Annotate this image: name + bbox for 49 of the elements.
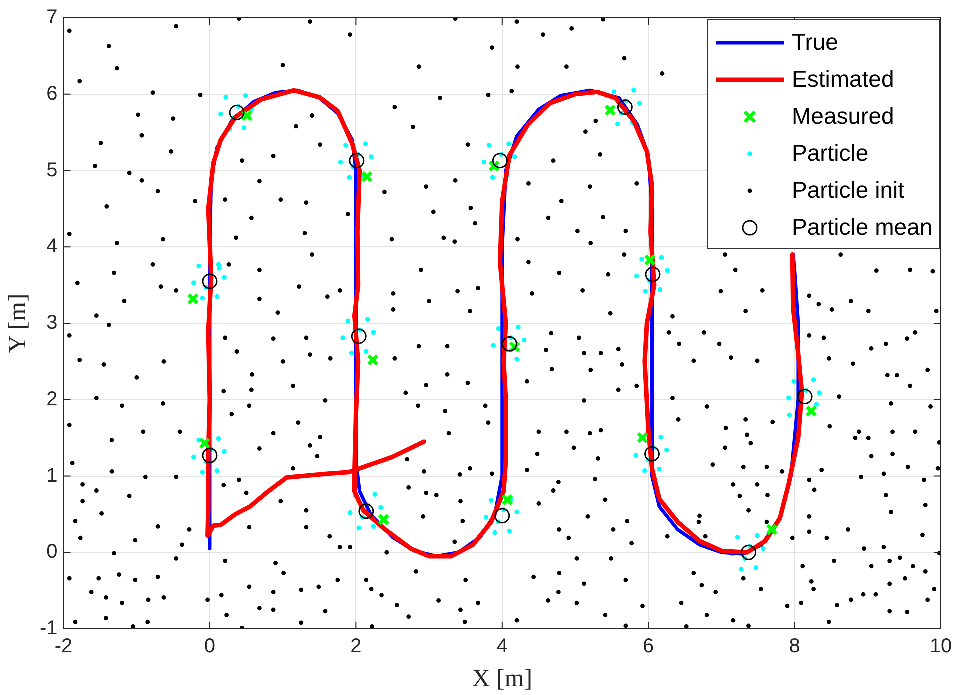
point [806,405,818,418]
point [361,170,374,183]
point [488,160,500,172]
y-tick-label: 2 [46,388,58,410]
point [492,153,508,169]
legend-label: Estimated [792,66,894,93]
point [502,336,518,352]
point [618,100,633,116]
point [187,293,200,306]
x-tick-label: 8 [789,636,800,658]
x-axis-title: X [m] [472,666,533,693]
point [797,389,813,405]
point [358,504,374,520]
legend-label: Particle mean [792,214,933,241]
legend-label: Particle init [792,177,904,204]
legend-label: Particle [792,140,869,167]
point [378,514,390,526]
legend-label: True [792,29,838,56]
x-tick-label: 6 [643,636,654,658]
y-tick-label: 6 [46,82,58,105]
point [494,508,510,524]
y-tick-label: 7 [46,6,58,29]
x-tick-label: 10 [930,636,952,658]
point [351,328,367,344]
point [349,153,365,169]
x-tick-label: 0 [204,636,216,658]
point [636,432,649,444]
y-tick-label: 0 [46,541,58,564]
point [645,266,661,282]
point [202,274,218,290]
point [229,105,245,120]
y-tick-label: 3 [46,312,58,334]
y-tick-label: 5 [46,159,58,182]
x-tick-label: 4 [496,636,508,658]
y-tick-label: 1 [46,464,58,487]
point [644,254,656,266]
point [766,524,778,536]
point [202,448,218,464]
y-tick-label: 4 [46,236,58,258]
legend-label: Measured [792,103,894,130]
point [741,544,756,560]
point [241,110,254,122]
point [644,446,660,462]
x-tick-label: 2 [350,636,362,658]
y-axis-title: Y [m] [4,294,32,354]
point [502,494,514,506]
point [198,437,211,450]
point [604,104,617,116]
point [367,354,379,366]
